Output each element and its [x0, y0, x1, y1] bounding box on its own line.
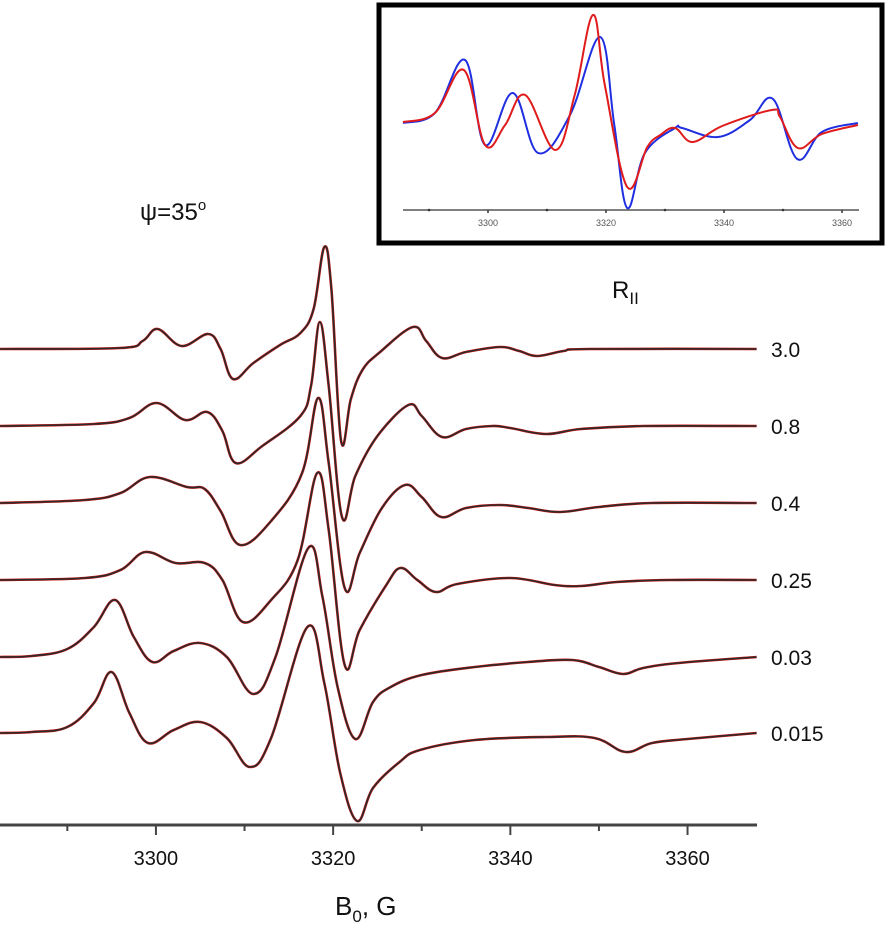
- inset-trace-red: [402, 13, 859, 190]
- x-axis: 3300 3320 3340 3360: [0, 823, 757, 870]
- inset-minor-tick: [663, 208, 667, 212]
- series-label: 0.8: [771, 416, 800, 439]
- x-tick-label: 3360: [665, 848, 710, 870]
- series-label: 3.0: [771, 339, 800, 362]
- main-traces: [0, 245, 757, 823]
- x-axis-label: B0, G: [335, 891, 396, 925]
- inset-tick-label: 3360: [832, 218, 852, 228]
- series-labels: 3.0 0.8 0.4 0.25 0.03 0.015: [771, 339, 824, 746]
- inset-tick-label: 3340: [714, 218, 734, 228]
- x-tick-label: 3340: [488, 848, 533, 870]
- experimental-trace-0.4: [0, 397, 757, 593]
- inset-chart: 3300 3320 3340 3360: [376, 2, 885, 246]
- series-label: 0.4: [771, 493, 801, 516]
- inset-minor-tick: [781, 208, 785, 212]
- inset-minor-tick: [427, 208, 431, 212]
- inset-ticks: 3300 3320 3340 3360: [427, 208, 852, 228]
- x-tick-label: 3300: [134, 848, 179, 870]
- simulated-trace-0.8: [0, 320, 757, 522]
- inset-minor-tick: [545, 208, 549, 212]
- series-label: 0.015: [771, 723, 824, 746]
- experimental-trace-3.0: [0, 245, 757, 447]
- experimental-trace-0.8: [0, 321, 757, 522]
- experimental-trace-0.25: [0, 471, 757, 671]
- simulated-trace-0.015: [0, 624, 757, 823]
- series-label: 0.25: [771, 570, 812, 593]
- experimental-trace-0.03: [0, 545, 757, 740]
- inset-tick-label: 3300: [478, 218, 498, 228]
- inset-tick-label: 3320: [596, 218, 616, 228]
- simulated-trace-0.25: [0, 471, 757, 671]
- simulated-trace-0.03: [0, 544, 757, 741]
- legend-title: RII: [612, 277, 639, 308]
- experimental-trace-0.015: [0, 624, 757, 822]
- x-tick-label: 3320: [311, 848, 356, 870]
- inset-traces: [402, 13, 859, 210]
- chart-title: ψ=35o: [140, 197, 206, 226]
- simulated-trace-3.0: [0, 245, 757, 447]
- series-label: 0.03: [771, 647, 812, 670]
